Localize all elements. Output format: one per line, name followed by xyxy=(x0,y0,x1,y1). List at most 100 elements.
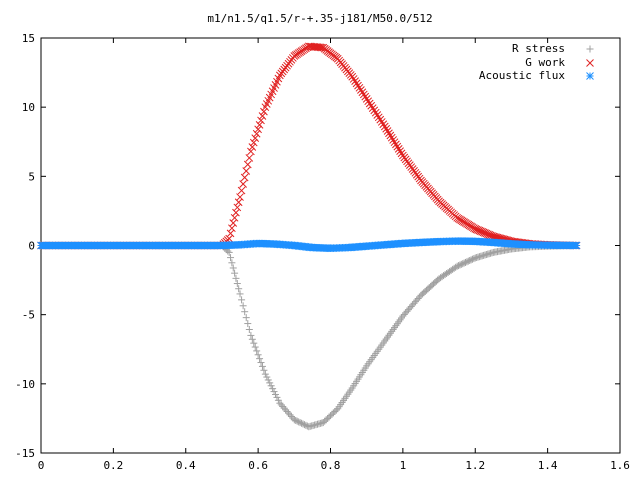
data-point xyxy=(364,97,373,106)
legend-marker-g-work xyxy=(586,59,594,67)
data-point xyxy=(260,366,268,374)
data-point xyxy=(475,226,484,235)
data-point xyxy=(300,421,308,429)
data-point xyxy=(232,274,240,282)
data-point xyxy=(283,408,291,415)
data-point xyxy=(279,403,287,411)
data-point xyxy=(302,421,310,429)
data-point xyxy=(240,173,249,182)
data-point xyxy=(351,77,359,86)
data-point xyxy=(239,180,247,188)
x-tick-label: 0.4 xyxy=(176,459,196,472)
data-point xyxy=(225,234,234,243)
data-point xyxy=(255,121,264,129)
series-layer xyxy=(37,42,581,431)
data-point xyxy=(386,131,395,140)
y-tick-label: 5 xyxy=(28,170,35,183)
data-point xyxy=(482,229,491,238)
legend-marker-glyph xyxy=(586,45,594,53)
data-point xyxy=(370,106,379,115)
data-point xyxy=(382,124,391,133)
data-point xyxy=(230,213,239,222)
data-point xyxy=(481,229,489,237)
legend-label-g-work: G work xyxy=(525,56,565,69)
data-point xyxy=(354,81,362,90)
data-point xyxy=(376,115,385,124)
data-point xyxy=(231,269,239,277)
data-point xyxy=(258,112,267,120)
series-r-stress xyxy=(37,242,581,431)
data-point xyxy=(242,167,251,175)
data-point xyxy=(276,399,284,407)
data-point xyxy=(352,79,361,88)
y-tick-label: 15 xyxy=(22,32,35,45)
data-point xyxy=(348,72,357,81)
data-point xyxy=(379,120,388,129)
data-point xyxy=(371,108,380,117)
data-point xyxy=(359,90,368,99)
data-point xyxy=(483,230,492,239)
data-point xyxy=(267,382,275,390)
x-tick-label: 0 xyxy=(38,459,45,472)
y-tick-label: 10 xyxy=(22,101,35,114)
data-point xyxy=(488,232,496,240)
x-tick-label: 0.6 xyxy=(248,459,268,472)
y-tick-label: -5 xyxy=(22,309,35,322)
data-point xyxy=(257,359,265,367)
data-point xyxy=(390,138,399,147)
data-point xyxy=(387,133,396,142)
data-point xyxy=(394,145,403,153)
data-point xyxy=(226,229,235,238)
data-point xyxy=(280,404,288,412)
data-point xyxy=(293,417,301,425)
data-point xyxy=(269,385,277,393)
data-point xyxy=(248,143,257,151)
legend-marker-r-stress xyxy=(586,45,594,53)
data-point xyxy=(245,325,253,333)
data-point xyxy=(572,241,581,250)
data-point xyxy=(296,419,304,427)
data-point xyxy=(479,228,488,237)
data-point xyxy=(282,406,290,414)
data-point xyxy=(452,263,460,271)
data-point xyxy=(290,416,298,424)
x-tick-label: 1.4 xyxy=(538,459,558,472)
data-point xyxy=(474,226,482,234)
data-point xyxy=(271,390,279,398)
data-point xyxy=(251,343,259,351)
data-point xyxy=(245,154,254,162)
data-point xyxy=(397,149,406,158)
y-tick-label: -10 xyxy=(15,378,35,391)
data-point xyxy=(241,308,249,316)
data-point xyxy=(257,116,265,125)
data-point xyxy=(256,355,264,363)
data-point xyxy=(392,140,400,149)
data-point xyxy=(248,335,256,343)
legend-label-r-stress: R stress xyxy=(512,42,565,55)
data-point xyxy=(362,95,371,103)
data-point xyxy=(242,314,250,322)
x-tick-label: 0.2 xyxy=(103,459,123,472)
x-axis-ticks: 0 0.2 0.4 0.6 0.8 1 1.2 1.4 1.6 xyxy=(38,38,630,472)
x-tick-label: 0.8 xyxy=(321,459,341,472)
data-point xyxy=(244,320,252,328)
legend-marker-acoustic-flux xyxy=(586,72,594,80)
data-point xyxy=(225,248,233,256)
data-point xyxy=(254,125,262,134)
data-point xyxy=(228,259,236,267)
y-axis-ticks: 15 10 5 0 -5 -10 -15 xyxy=(15,32,620,460)
data-point xyxy=(266,379,274,387)
data-point xyxy=(368,104,377,112)
data-point xyxy=(260,107,268,116)
data-point xyxy=(396,147,404,155)
data-point xyxy=(365,99,374,108)
data-point xyxy=(472,225,481,234)
x-tick-label: 1.2 xyxy=(465,459,485,472)
data-point xyxy=(247,147,255,156)
data-point xyxy=(298,419,306,427)
data-point xyxy=(374,113,383,122)
data-point xyxy=(261,370,269,378)
data-point xyxy=(228,224,236,233)
